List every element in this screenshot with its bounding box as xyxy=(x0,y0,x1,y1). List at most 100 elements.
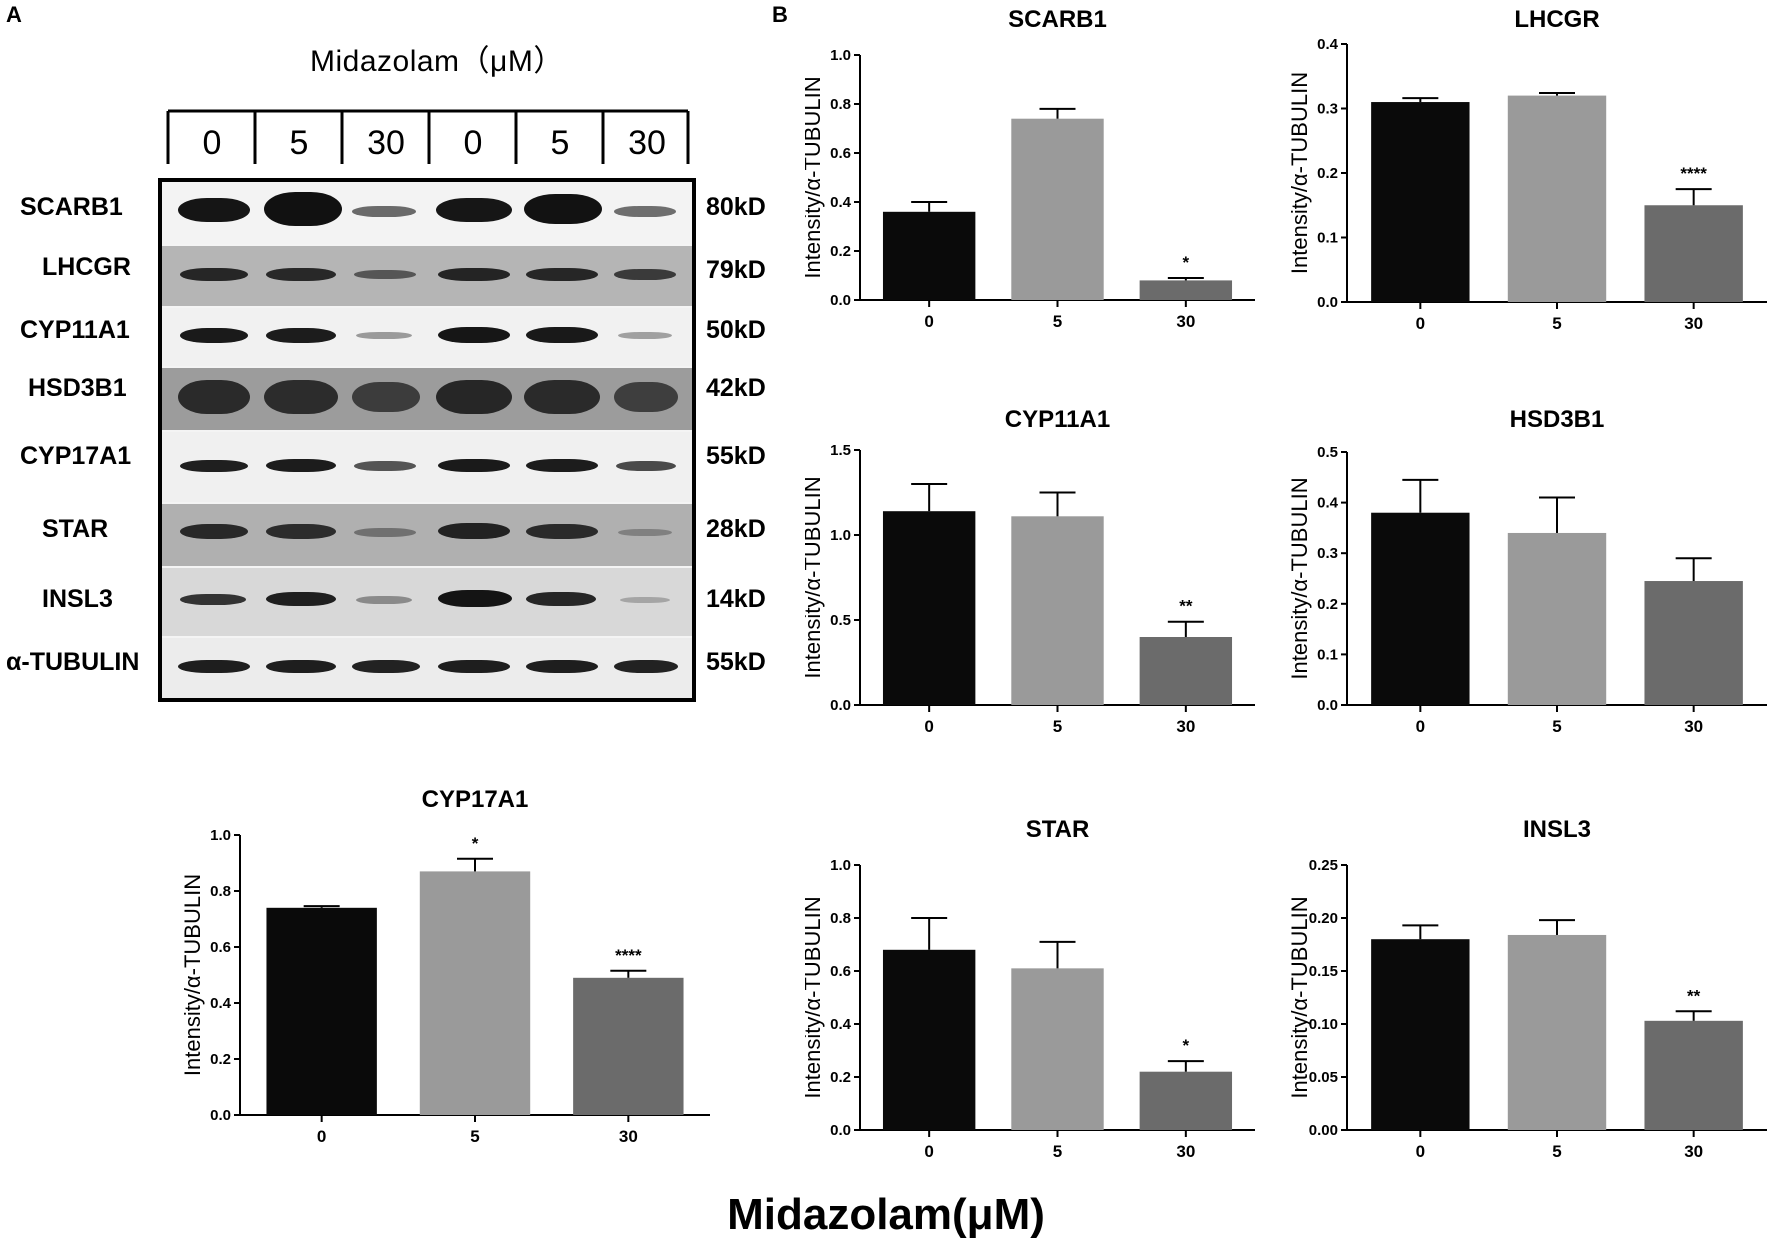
y-tick-label: 0.4 xyxy=(210,995,232,1012)
x-tick-label: 30 xyxy=(1176,1142,1195,1161)
protein-label: CYP11A1 xyxy=(20,316,130,344)
x-tick-label: 30 xyxy=(1684,1142,1703,1161)
chart-title: SCARB1 xyxy=(1008,6,1107,33)
mw-label: 42kD xyxy=(706,374,766,402)
significance-marker: ** xyxy=(1687,986,1701,1005)
y-tick-label: 0.6 xyxy=(210,939,231,956)
chart-title: LHCGR xyxy=(1514,6,1599,33)
x-tick-label: 0 xyxy=(317,1127,326,1146)
chart-title: HSD3B1 xyxy=(1510,406,1605,433)
protein-label: CYP17A1 xyxy=(20,442,132,470)
lane-label: 5 xyxy=(289,124,309,162)
y-axis-label: Intensity/α-TUBULIN xyxy=(805,896,825,1098)
bar xyxy=(1139,1071,1233,1130)
y-tick-label: 0.00 xyxy=(1309,1122,1338,1139)
y-tick-label: 0.0 xyxy=(830,292,851,309)
y-tick-label: 0.3 xyxy=(1317,545,1338,562)
chart-hsd3b1: HSD3B1 Intensity/α-TUBULIN 0.0 0.1 0.2 0.3 0.4… xyxy=(1290,406,1767,736)
y-tick-label: 0.5 xyxy=(830,612,851,629)
y-axis-label: Intensity/α-TUBULIN xyxy=(1290,477,1312,679)
y-tick-label: 1.5 xyxy=(830,442,851,459)
protein-label: INSL3 xyxy=(42,585,113,613)
mw-label: 28kD xyxy=(706,515,766,543)
y-tick-label: 0.2 xyxy=(210,1051,231,1068)
bar xyxy=(1139,280,1233,300)
x-tick-label: 30 xyxy=(1684,717,1703,736)
y-tick-label: 0.8 xyxy=(830,910,851,927)
lane-label: 0 xyxy=(463,124,483,162)
mw-label: 80kD xyxy=(706,193,766,221)
protein-label: HSD3B1 xyxy=(28,374,127,402)
bar xyxy=(1011,118,1104,300)
bar xyxy=(1371,102,1470,302)
protein-label: SCARB1 xyxy=(20,193,123,221)
mw-label: 55kD xyxy=(706,442,766,470)
x-tick-label: 5 xyxy=(1552,314,1561,333)
x-tick-label: 5 xyxy=(1053,717,1062,736)
significance-marker: ** xyxy=(1179,597,1193,616)
lane-bracket xyxy=(166,109,690,164)
y-tick-label: 0.8 xyxy=(210,883,231,900)
y-tick-label: 0.8 xyxy=(830,96,851,113)
bar xyxy=(1507,532,1607,705)
y-axis-label: Intensity/α-TUBULIN xyxy=(1290,896,1312,1098)
x-tick-label: 30 xyxy=(1176,717,1195,736)
y-axis-label: Intensity/α-TUBULIN xyxy=(805,76,825,278)
mw-label: 55kD xyxy=(706,648,766,676)
lane-label: 0 xyxy=(202,124,222,162)
bar xyxy=(266,907,377,1115)
y-tick-label: 0.20 xyxy=(1309,910,1338,927)
chart-title: INSL3 xyxy=(1523,816,1591,843)
chart-cyp17a1: CYP17A1 Intensity/α-TUBULIN 0.0 0.2 0.4 0.6 0.… xyxy=(180,786,710,1146)
bar xyxy=(1644,1020,1743,1130)
mw-label: 79kD xyxy=(706,256,766,284)
y-tick-label: 0.2 xyxy=(830,243,851,260)
protein-label: LHCGR xyxy=(42,253,131,281)
blot-strip xyxy=(162,246,692,306)
bar xyxy=(1011,968,1104,1130)
bar xyxy=(1139,637,1233,705)
x-tick-label: 0 xyxy=(1416,717,1425,736)
y-tick-label: 1.0 xyxy=(830,857,851,874)
protein-label: STAR xyxy=(42,515,109,543)
x-tick-label: 0 xyxy=(924,1142,933,1161)
y-tick-label: 0.3 xyxy=(1317,101,1338,118)
bar xyxy=(1371,512,1470,705)
y-tick-label: 0.2 xyxy=(830,1069,851,1086)
chart-cyp11a1: CYP11A1 Intensity/α-TUBULIN 0.0 0.5 1.0 1.5 0 5… xyxy=(805,406,1255,736)
x-tick-label: 30 xyxy=(1684,314,1703,333)
significance-marker: * xyxy=(1183,1036,1190,1055)
bar xyxy=(1011,516,1104,705)
chart-title: STAR xyxy=(1026,816,1090,843)
treatment-title: Midazolam（μM） xyxy=(310,45,564,78)
x-tick-label: 5 xyxy=(1053,312,1062,331)
x-tick-label: 30 xyxy=(1176,312,1195,331)
chart-title: CYP17A1 xyxy=(422,786,529,813)
y-axis-label: Intensity/α-TUBULIN xyxy=(180,874,205,1076)
bar xyxy=(1507,95,1607,302)
significance-marker: **** xyxy=(615,946,642,965)
y-tick-label: 1.0 xyxy=(210,827,231,844)
bar xyxy=(1644,581,1743,705)
lane-label: 30 xyxy=(628,124,666,162)
y-tick-label: 0.1 xyxy=(1317,230,1338,247)
y-tick-label: 0.2 xyxy=(1317,165,1338,182)
y-tick-label: 0.15 xyxy=(1309,963,1338,980)
blot-image xyxy=(158,178,696,702)
lane-label: 5 xyxy=(550,124,570,162)
blot-strip xyxy=(162,504,692,566)
bar xyxy=(1507,934,1607,1130)
y-tick-label: 0.4 xyxy=(830,194,852,211)
x-tick-label: 5 xyxy=(470,1127,479,1146)
y-tick-label: 0.4 xyxy=(1317,36,1339,53)
bar xyxy=(882,949,976,1130)
blot-strip xyxy=(162,308,692,366)
bar xyxy=(419,871,531,1115)
bar xyxy=(1371,939,1470,1130)
x-tick-label: 0 xyxy=(924,312,933,331)
y-tick-label: 1.0 xyxy=(830,47,851,64)
x-tick-label: 5 xyxy=(1552,1142,1561,1161)
x-tick-label: 5 xyxy=(1552,717,1561,736)
protein-label: α-TUBULIN xyxy=(6,648,140,676)
bar xyxy=(882,211,976,300)
